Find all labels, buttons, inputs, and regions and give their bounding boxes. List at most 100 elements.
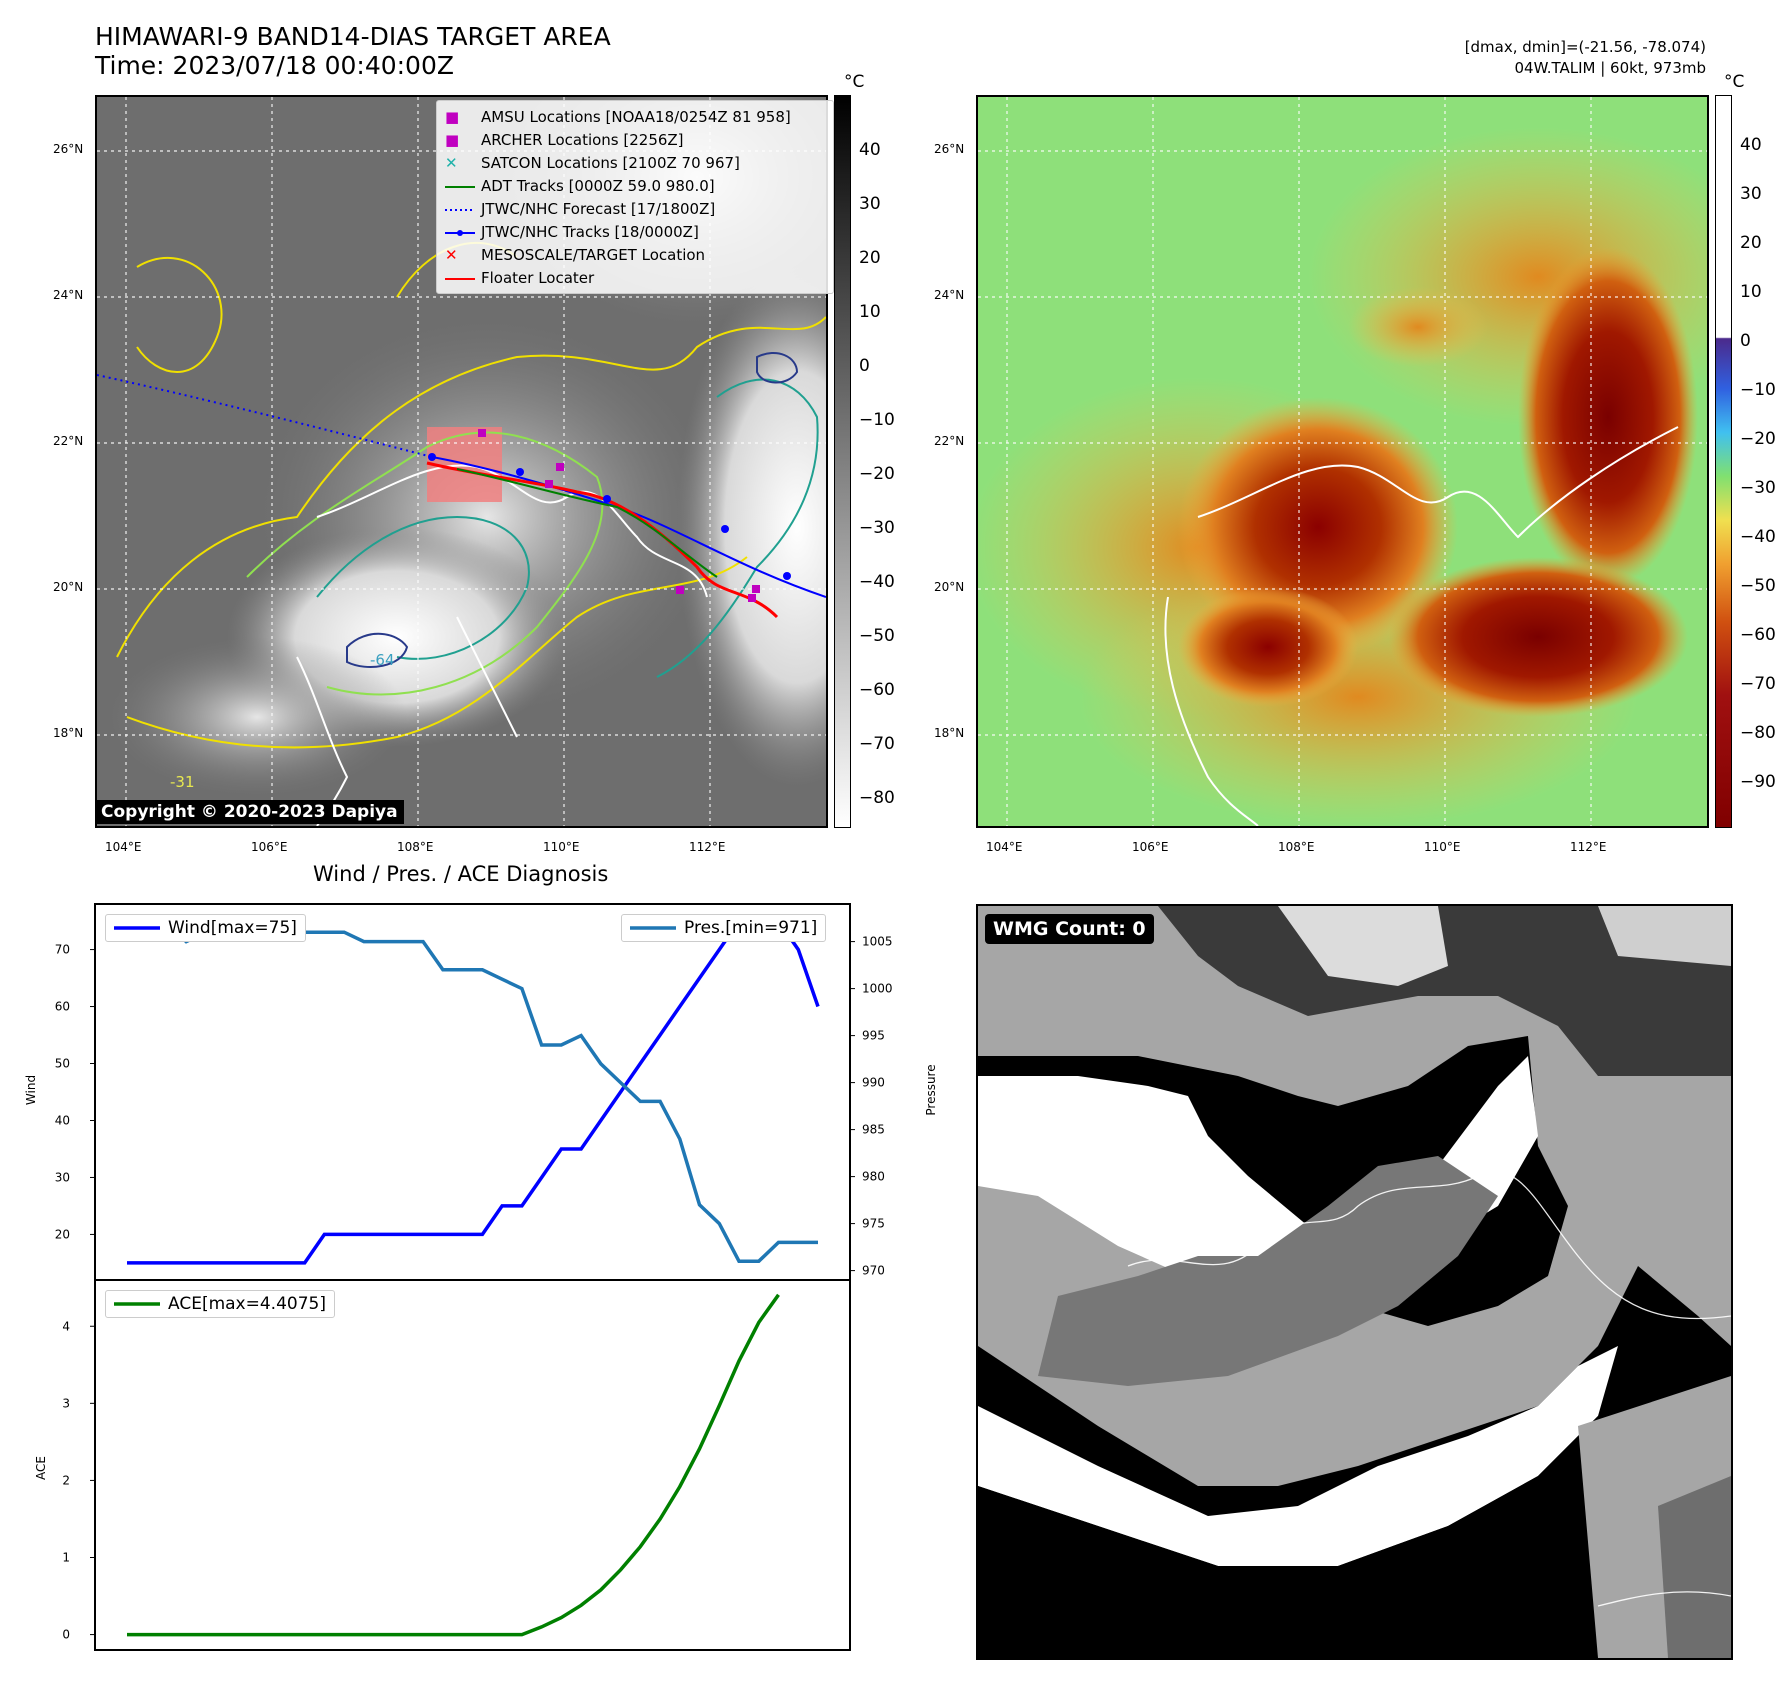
colorbar-unit: °C: [844, 72, 865, 92]
y-tick-label: 1005: [862, 935, 893, 949]
floater-track: [426, 461, 779, 619]
lat-label: 22°N: [934, 434, 965, 448]
wmg-panel: [976, 904, 1733, 1660]
colorbar-tick-label: 30: [859, 194, 881, 214]
y-tick-label: 3: [62, 1396, 70, 1410]
line-icon: [445, 177, 481, 195]
y-tick-label: 1: [62, 1551, 70, 1565]
y-tick-label: 2: [62, 1473, 70, 1487]
colorbar-tick-label: −10: [1740, 380, 1776, 400]
colorbar-tick-label: 20: [859, 248, 881, 268]
lon-label: 112°E: [1570, 840, 1607, 854]
colorbar-tick-label: −60: [1740, 625, 1776, 645]
contour-label-31: -31: [170, 773, 195, 791]
pressure-axis-label: Pressure: [924, 1064, 938, 1115]
square-marker-icon: ■: [445, 130, 460, 149]
ace-axis-label: ACE: [34, 1456, 48, 1480]
legend-item-mesoscale: ✕ MESOSCALE/TARGET Location: [445, 245, 706, 264]
colorbar-tick-label: −60: [859, 680, 895, 700]
line-dot-icon: [445, 223, 481, 241]
lon-label: 104°E: [986, 840, 1023, 854]
colorbar-tick-label: 20: [1740, 233, 1762, 253]
wmg-count-badge: WMG Count: 0: [985, 914, 1154, 944]
storm-label: 04W.TALIM | 60kt, 973mb: [1514, 59, 1707, 77]
wind-axis-label: Wind: [24, 1075, 38, 1105]
lon-label: 110°E: [543, 840, 580, 854]
y-tick-label: 60: [55, 1000, 70, 1014]
ir-color-map: [976, 95, 1709, 828]
colorbar-tick-label: −50: [1740, 576, 1776, 596]
line-icon: [630, 926, 676, 930]
lat-label: 18°N: [53, 726, 84, 740]
line-icon: [445, 269, 481, 287]
pressure-legend: Pres.[min=971]: [621, 914, 827, 942]
lat-label: 18°N: [934, 726, 965, 740]
colorbar-tick-label: −70: [859, 734, 895, 754]
y-tick-label: 70: [55, 943, 70, 957]
copyright-label: Copyright © 2020-2023 Dapiya: [95, 800, 404, 824]
lon-label: 110°E: [1424, 840, 1461, 854]
colorbar-tick-label: 40: [1740, 135, 1762, 155]
x-marker-icon: ✕: [445, 153, 458, 172]
y-tick-label: 0: [62, 1628, 70, 1642]
dmax-dmin-label: [dmax, dmin]=(-21.56, -78.074): [1464, 38, 1706, 56]
legend-item-archer: ■ ARCHER Locations [2256Z]: [445, 130, 684, 149]
lon-label: 106°E: [251, 840, 288, 854]
lon-label: 108°E: [1278, 840, 1315, 854]
lon-label: 104°E: [105, 840, 142, 854]
colorbar-tick-label: −70: [1740, 674, 1776, 694]
y-tick-label: 20: [55, 1227, 70, 1241]
lat-label: 20°N: [934, 580, 965, 594]
pressure-series-line: [127, 921, 818, 1263]
grayscale-colorbar: [834, 95, 851, 828]
color-colorbar: [1715, 95, 1732, 828]
lon-label: 112°E: [689, 840, 726, 854]
line-icon: [114, 1302, 160, 1306]
colorbar-tick-label: −30: [859, 518, 895, 538]
y-tick-label: 995: [862, 1029, 885, 1043]
wmg-svg: [978, 906, 1731, 1658]
y-tick-label: 50: [55, 1057, 70, 1071]
wind-legend: Wind[max=75]: [105, 914, 306, 942]
colorbar-tick-label: 10: [1740, 282, 1762, 302]
lat-label: 26°N: [934, 142, 965, 156]
dotted-line-icon: [445, 200, 481, 218]
colorbar-tick-label: −20: [859, 464, 895, 484]
diagnosis-title: Wind / Pres. / ACE Diagnosis: [313, 862, 609, 886]
colorbar-tick-label: 10: [859, 302, 881, 322]
colorbar-tick-label: −50: [859, 626, 895, 646]
colorbar-tick-label: −40: [1740, 527, 1776, 547]
map-legend: ■ AMSU Locations [NOAA18/0254Z 81 958] ■ A…: [436, 100, 834, 294]
lat-label: 24°N: [53, 288, 84, 302]
colorbar-tick-label: −10: [859, 410, 895, 430]
lat-label: 26°N: [53, 142, 84, 156]
adt-track: [456, 468, 718, 578]
lat-label: 20°N: [53, 580, 84, 594]
legend-item-forecast: JTWC/NHC Forecast [17/1800Z]: [445, 197, 825, 220]
lat-label: 22°N: [53, 434, 84, 448]
colorbar-tick-label: 0: [1740, 331, 1751, 351]
ace-legend: ACE[max=4.4075]: [105, 1290, 335, 1318]
y-tick-label: 980: [862, 1170, 885, 1184]
colorbar-tick-label: 30: [1740, 184, 1762, 204]
legend-item-satcon: ✕ SATCON Locations [2100Z 70 967]: [445, 153, 740, 172]
legend-item-amsu: ■ AMSU Locations [NOAA18/0254Z 81 958]: [445, 107, 791, 126]
line-icon: [114, 926, 160, 930]
y-tick-label: 30: [55, 1170, 70, 1184]
ir-color-svg: [978, 97, 1707, 826]
x-marker-icon: ✕: [445, 245, 458, 264]
colorbar-tick-label: −80: [1740, 723, 1776, 743]
colorbar-unit: °C: [1724, 72, 1745, 92]
colorbar-tick-label: −30: [1740, 478, 1776, 498]
y-tick-label: 1000: [862, 982, 893, 996]
figure-title: HIMAWARI-9 BAND14-DIAS TARGET AREA: [95, 22, 611, 51]
lat-label: 24°N: [934, 288, 965, 302]
y-tick-label: 970: [862, 1264, 885, 1278]
lon-label: 106°E: [1132, 840, 1169, 854]
colorbar-tick-label: −20: [1740, 429, 1776, 449]
y-tick-label: 975: [862, 1217, 885, 1231]
colorbar-tick-label: −40: [859, 572, 895, 592]
lon-label: 108°E: [397, 840, 434, 854]
y-tick-label: 4: [62, 1319, 70, 1333]
ace-series-line: [127, 1293, 780, 1637]
